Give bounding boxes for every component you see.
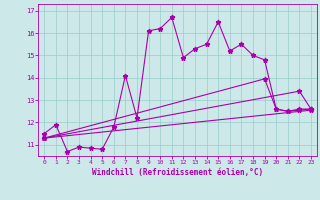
X-axis label: Windchill (Refroidissement éolien,°C): Windchill (Refroidissement éolien,°C) xyxy=(92,168,263,177)
